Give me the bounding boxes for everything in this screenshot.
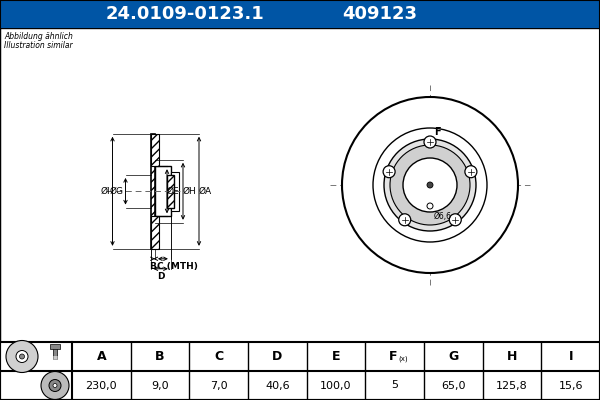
Bar — [155, 166, 171, 216]
Circle shape — [53, 384, 57, 388]
Circle shape — [390, 145, 470, 225]
Text: 15,6: 15,6 — [559, 380, 583, 390]
Text: 65,0: 65,0 — [441, 380, 466, 390]
Text: Ø6,6: Ø6,6 — [434, 212, 452, 221]
Text: D: D — [272, 350, 283, 363]
Text: A: A — [97, 350, 106, 363]
Text: 7,0: 7,0 — [210, 380, 227, 390]
Bar — [167, 175, 174, 208]
Circle shape — [424, 136, 436, 148]
Text: ØE: ØE — [167, 187, 179, 196]
Bar — [151, 216, 159, 249]
Circle shape — [49, 380, 61, 392]
Text: 40,6: 40,6 — [265, 380, 290, 390]
Bar — [50, 344, 60, 348]
Text: ØH: ØH — [183, 187, 197, 196]
Circle shape — [465, 166, 477, 178]
Text: 100,0: 100,0 — [320, 380, 352, 390]
Text: B: B — [155, 350, 165, 363]
Text: C (MTH): C (MTH) — [157, 262, 198, 271]
Text: I: I — [568, 350, 573, 363]
Text: ØA: ØA — [199, 187, 212, 196]
Text: 230,0: 230,0 — [86, 380, 117, 390]
Circle shape — [427, 203, 433, 209]
Bar — [151, 134, 155, 249]
Circle shape — [342, 97, 518, 273]
Circle shape — [399, 214, 411, 226]
Bar — [0, 28, 600, 342]
Text: G: G — [448, 350, 458, 363]
Text: F: F — [434, 127, 440, 137]
Text: F: F — [388, 350, 397, 363]
Text: 125,8: 125,8 — [496, 380, 528, 390]
Text: 409123: 409123 — [343, 5, 418, 23]
Circle shape — [403, 158, 457, 212]
Circle shape — [16, 350, 28, 362]
Text: ØI: ØI — [101, 187, 110, 196]
Bar — [151, 134, 159, 166]
Text: B: B — [149, 262, 156, 271]
Text: H: H — [507, 350, 517, 363]
Text: 24.0109-0123.1: 24.0109-0123.1 — [106, 5, 265, 23]
Bar — [0, 0, 600, 28]
Bar — [53, 348, 57, 358]
Text: Abbildung ähnlich: Abbildung ähnlich — [4, 32, 73, 41]
Circle shape — [41, 372, 69, 400]
Text: 5: 5 — [391, 380, 398, 390]
Text: 9,0: 9,0 — [151, 380, 169, 390]
Text: Illustration similar: Illustration similar — [4, 41, 73, 50]
Circle shape — [19, 354, 25, 359]
Bar — [0, 342, 600, 400]
Circle shape — [383, 166, 395, 178]
Text: (x): (x) — [398, 356, 408, 362]
Text: E: E — [332, 350, 340, 363]
Text: ØG: ØG — [110, 187, 124, 196]
Text: C: C — [214, 350, 223, 363]
Circle shape — [384, 139, 476, 231]
Circle shape — [449, 214, 461, 226]
Circle shape — [427, 182, 433, 188]
Bar — [171, 172, 179, 210]
Circle shape — [373, 128, 487, 242]
Circle shape — [6, 340, 38, 372]
Text: D: D — [157, 272, 164, 281]
